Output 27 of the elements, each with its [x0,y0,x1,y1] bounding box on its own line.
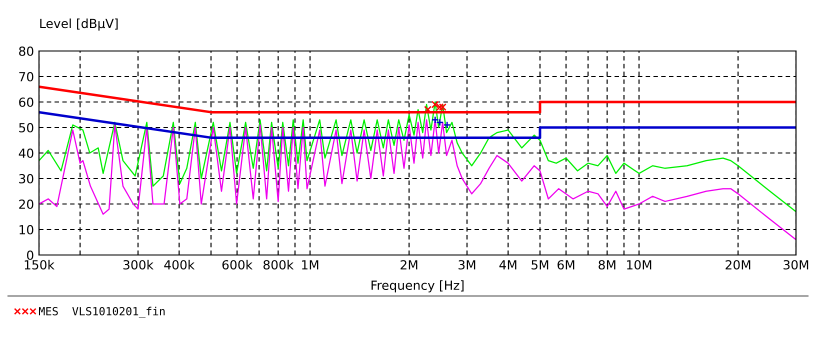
x-tick-label: 2M [400,260,418,270]
y-tick-label: 80 [19,46,34,56]
x-axis-title: Frequency [Hz] [372,280,464,292]
x-tick-label: 600k [222,260,253,270]
y-tick-label: 60 [19,97,34,107]
x-tick-label: 800k [263,260,294,270]
y-tick-label: 0 [27,250,34,260]
y-tick-label: 70 [19,72,34,82]
x-tick-label: 8M [598,260,616,270]
x-tick-label: 300k [123,260,154,270]
y-tick-label: 50 [19,122,34,132]
y-tick-label: 40 [18,148,34,158]
y-tick-label: 20 [19,199,34,209]
y-tick-label: 10 [20,224,34,234]
x-tick-label: 6M [558,260,574,270]
x-tick-label: 5M [532,260,548,270]
x-tick-label: 3M [458,260,476,270]
y-axis-title: Level [dBµV] [40,18,118,31]
x-tick-label: 10M [627,260,652,270]
x-tick-label: 1M [302,260,318,270]
x-tick-label: 30M [784,260,808,270]
x-tick-label: 150k [24,260,55,270]
x-tick-label: 20M [726,260,750,270]
x-tick-label: 400k [164,260,195,270]
y-tick-label: 30 [19,174,34,184]
x-tick-label: 4M [499,260,516,270]
legend-label: MES VLS1010201_fin [38,306,165,318]
